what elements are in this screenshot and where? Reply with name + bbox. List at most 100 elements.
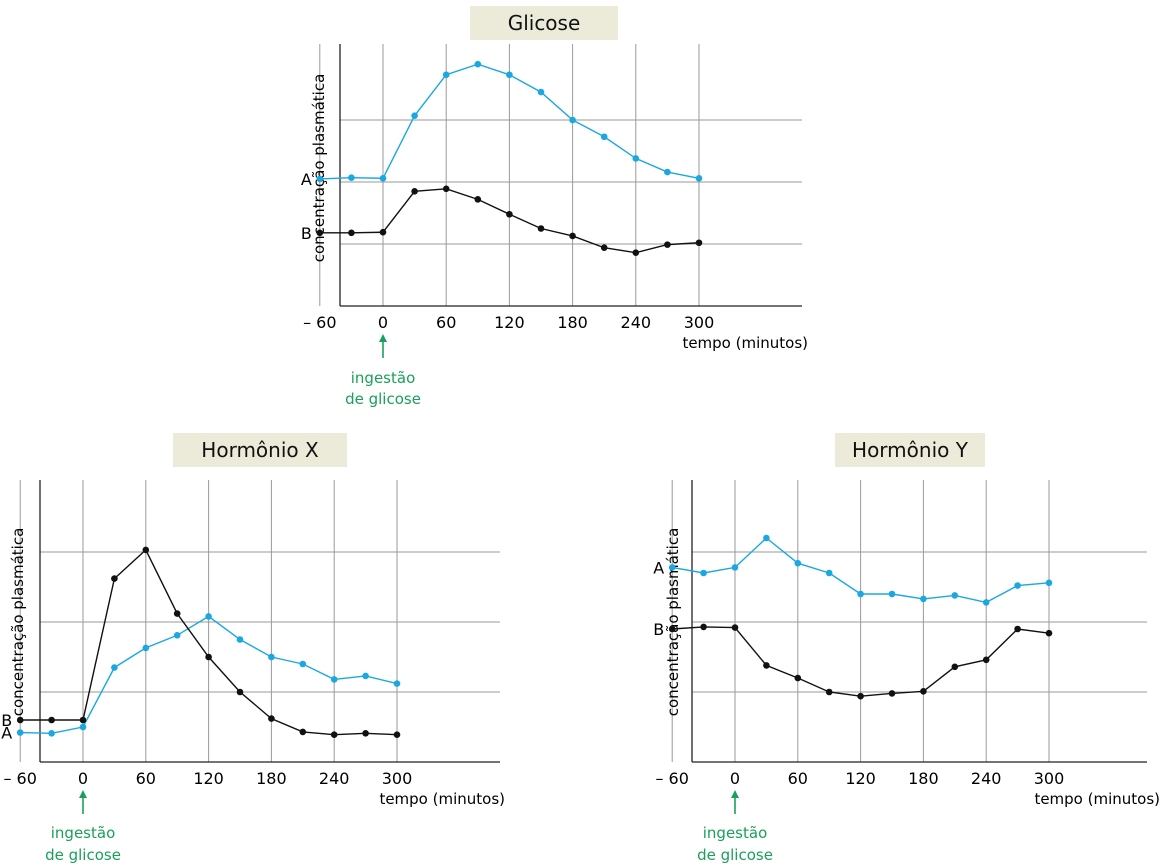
annotation-line-1: ingestão: [51, 824, 116, 842]
x-axis-label: tempo (minutos): [682, 334, 808, 352]
chart-hormonio-y: Hormônio Y – 60 0 60 120 180 240 300 tempo (min…: [653, 430, 1172, 868]
x-axis-label: tempo (minutos): [1034, 790, 1160, 808]
x-tick-label: 0: [730, 769, 740, 788]
data-point-a: [506, 71, 513, 79]
data-point-a: [632, 155, 640, 162]
data-point-b: [111, 575, 118, 582]
data-point-b: [348, 229, 355, 237]
data-point-a: [1014, 582, 1021, 589]
data-point-b: [857, 692, 864, 700]
data-point-b: [763, 662, 770, 669]
data-point-b: [173, 610, 181, 617]
data-point-b: [474, 196, 482, 203]
data-point-a: [48, 730, 55, 737]
chart-hormonio-x: Hormônio X – 60 0 60 120 180 240 300 tempo (min…: [0, 430, 540, 868]
chart-glicose: Glicose – 60 0 60 120 180 240 300 tempo (minuto…: [290, 0, 830, 420]
data-point-b: [700, 623, 707, 631]
data-point-b: [1045, 629, 1053, 637]
data-point-a: [695, 174, 703, 182]
series-label-a: A: [301, 170, 312, 189]
x-tick-label: 180: [256, 769, 287, 788]
data-point-b: [888, 690, 896, 697]
data-point-b: [664, 241, 671, 248]
series-label-a: A: [653, 558, 664, 577]
data-point-b: [79, 716, 87, 724]
data-point-a: [411, 112, 418, 119]
data-point-a: [236, 636, 244, 643]
data-point-b: [825, 688, 833, 696]
data-point-b: [142, 546, 150, 554]
data-point-a: [600, 133, 608, 141]
x-tick-label: 0: [378, 313, 388, 332]
annotation-line-2: de glicose: [697, 846, 773, 864]
data-point-a: [474, 60, 482, 68]
x-tick-label: 120: [193, 769, 224, 788]
series-label-b: B: [301, 224, 312, 243]
data-point-a: [857, 590, 864, 598]
data-point-a: [920, 595, 927, 603]
x-tick-label: 60: [136, 769, 156, 788]
x-tick-label: 180: [557, 313, 588, 332]
data-point-a: [348, 174, 355, 181]
x-tick-label: – 60: [303, 313, 336, 332]
data-point-a: [794, 559, 802, 567]
data-point-b: [316, 229, 324, 237]
annotation-arrow-icon: [379, 334, 387, 342]
y-axis-label: concentração plasmática: [9, 528, 27, 717]
data-point-b: [268, 715, 275, 722]
x-tick-label: 60: [436, 313, 456, 332]
data-point-a: [569, 116, 576, 124]
chart-title: Hormônio X: [173, 433, 347, 467]
series-label-a: A: [1, 724, 12, 743]
data-point-b: [442, 185, 450, 193]
chart-title: Hormônio Y: [835, 433, 985, 467]
x-tick-label: 240: [319, 769, 350, 788]
x-tick-label: 300: [684, 313, 715, 332]
data-point-b: [731, 624, 739, 631]
annotation-arrow-icon: [731, 790, 739, 798]
data-point-a: [668, 564, 676, 571]
data-point-b: [920, 688, 927, 695]
x-tick-label: 180: [908, 769, 939, 788]
data-point-a: [299, 660, 307, 668]
data-point-a: [825, 569, 833, 577]
data-point-b: [330, 731, 338, 738]
data-point-a: [1045, 579, 1053, 587]
x-tick-label: 0: [78, 769, 88, 788]
data-point-b: [632, 249, 640, 256]
data-point-a: [173, 632, 181, 639]
data-point-a: [537, 88, 545, 96]
data-point-a: [142, 644, 150, 652]
annotation-line-1: ingestão: [703, 824, 768, 842]
data-point-b: [205, 653, 212, 661]
y-axis-label: concentração plasmática: [664, 528, 682, 717]
x-tick-label: 120: [494, 313, 525, 332]
data-point-b: [668, 625, 676, 633]
data-point-b: [695, 239, 703, 247]
data-point-a: [731, 564, 739, 571]
x-tick-label: 240: [971, 769, 1002, 788]
data-point-b: [1014, 625, 1021, 633]
data-point-a: [951, 592, 959, 599]
series-label-b: B: [1, 711, 12, 730]
data-point-b: [600, 244, 608, 252]
data-point-b: [506, 210, 513, 218]
chart-title: Glicose: [470, 6, 618, 40]
x-tick-label: 120: [845, 769, 876, 788]
data-point-a: [316, 175, 324, 183]
annotation-line-1: ingestão: [351, 369, 416, 387]
data-point-b: [379, 228, 387, 236]
data-point-a: [268, 653, 275, 661]
series-label-b: B: [653, 620, 664, 639]
data-point-b: [393, 731, 401, 738]
data-point-a: [79, 723, 87, 731]
x-tick-label: 300: [382, 769, 413, 788]
data-point-a: [111, 664, 118, 671]
data-point-b: [48, 716, 55, 724]
data-point-a: [888, 590, 896, 598]
data-point-b: [299, 728, 307, 736]
annotation-arrow-icon: [79, 790, 87, 798]
data-point-a: [16, 729, 24, 736]
x-tick-label: 300: [1034, 769, 1065, 788]
data-point-a: [393, 680, 401, 687]
